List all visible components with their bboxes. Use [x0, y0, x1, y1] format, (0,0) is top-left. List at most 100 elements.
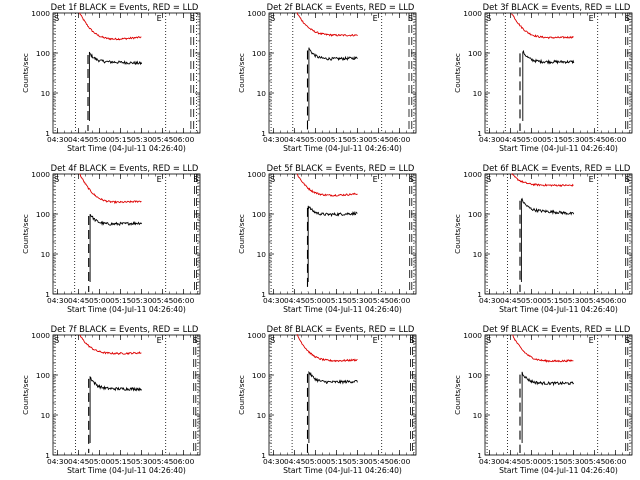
- x-tick-label: 05:15: [110, 296, 132, 305]
- chart-panel-1: Det 1f BLACK = Events, RED = LLD 1 10 100 10…: [21, 2, 201, 153]
- y-tick-label: 1000: [247, 9, 266, 18]
- x-tick-label: 04:45: [284, 457, 306, 466]
- plot-frame: [268, 12, 417, 134]
- marker-label-e: E: [589, 175, 594, 184]
- x-tick-label: 05:15: [110, 457, 132, 466]
- x-tick-label: 05:45: [584, 457, 606, 466]
- marker-label-e: E: [157, 175, 162, 184]
- y-axis-label: Counts/sec: [237, 214, 246, 254]
- x-tick-label: 04:45: [68, 296, 90, 305]
- chart-panel-2: Det 2f BLACK = Events, RED = LLD 1 10 100 10…: [237, 2, 417, 153]
- plot-frame: [52, 173, 201, 295]
- plot-frame: [52, 334, 201, 456]
- x-tick-label: 05:00: [521, 296, 543, 305]
- x-tick-label: 05:00: [521, 135, 543, 144]
- x-tick-label: 05:45: [368, 457, 390, 466]
- y-tick-label: 10: [41, 89, 51, 98]
- y-axis-label: Counts/sec: [21, 214, 30, 254]
- x-tick-label: 06:00: [173, 296, 195, 305]
- series-events-line: [308, 370, 358, 443]
- series-events-line: [307, 205, 358, 282]
- y-tick-label: 1: [45, 290, 50, 299]
- x-tick-label: 05:30: [563, 457, 585, 466]
- marker-label-e: E: [157, 14, 162, 23]
- x-tick-label: 05:15: [326, 296, 348, 305]
- y-axis-label: Counts/sec: [237, 375, 246, 415]
- x-tick-label: 04:45: [500, 457, 522, 466]
- marker-label-s-end: S: [625, 14, 630, 23]
- x-tick-label: 04:30: [47, 457, 69, 466]
- chart-title: Det 4f BLACK = Events, RED = LLD: [51, 163, 199, 173]
- y-tick-label: 100: [468, 49, 482, 58]
- series-events-line: [522, 49, 575, 121]
- x-tick-label: 05:45: [584, 135, 606, 144]
- x-tick-label: 04:30: [47, 135, 69, 144]
- y-tick-label: 1000: [247, 170, 266, 179]
- marker-label-s-end: S: [625, 175, 630, 184]
- marker-label-s-end: S: [409, 336, 414, 345]
- y-tick-label: 100: [36, 49, 50, 58]
- x-tick-label: 04:30: [47, 296, 69, 305]
- x-axis-label: Start Time (04-Jul-11 04:26:40): [67, 305, 186, 314]
- x-tick-label: 06:00: [605, 296, 627, 305]
- x-tick-label: 05:30: [347, 457, 369, 466]
- chart-title: Det 8f BLACK = Events, RED = LLD: [267, 324, 415, 334]
- y-tick-label: 10: [41, 250, 51, 259]
- x-tick-label: 05:15: [542, 457, 564, 466]
- x-tick-label: 05:30: [347, 135, 369, 144]
- chart-panel-5: Det 5f BLACK = Events, RED = LLD 1 10 100 10…: [237, 163, 417, 314]
- chart-panel-9: Det 9f BLACK = Events, RED = LLD 1 10 100 10…: [453, 324, 633, 475]
- y-tick-label: 10: [473, 411, 483, 420]
- y-tick-label: 10: [257, 250, 267, 259]
- x-axis-label: Start Time (04-Jul-11 04:26:40): [283, 144, 402, 153]
- series-lld-line: [79, 173, 142, 205]
- x-tick-label: 04:45: [68, 457, 90, 466]
- y-axis-label: Counts/sec: [453, 375, 462, 415]
- y-tick-label: 1: [45, 451, 50, 460]
- series-lld-line: [511, 13, 574, 40]
- y-tick-label: 1000: [31, 170, 50, 179]
- marker-label-s: S: [486, 14, 491, 23]
- y-tick-label: 100: [252, 49, 266, 58]
- x-tick-label: 05:15: [542, 135, 564, 144]
- plot-frame: [484, 173, 633, 295]
- x-tick-label: 05:15: [542, 296, 564, 305]
- x-tick-label: 04:30: [479, 135, 501, 144]
- x-axis-label: Start Time (04-Jul-11 04:26:40): [283, 305, 402, 314]
- marker-label-s-end: S: [190, 14, 195, 23]
- y-tick-label: 1000: [31, 331, 50, 340]
- marker-label-s: S: [270, 175, 275, 184]
- y-axis-label: Counts/sec: [21, 53, 30, 93]
- marker-label-e: E: [373, 14, 378, 23]
- y-tick-label: 1: [477, 290, 482, 299]
- x-tick-label: 05:00: [305, 135, 327, 144]
- chart-panel-6: Det 6f BLACK = Events, RED = LLD 1 10 100 10…: [453, 163, 633, 314]
- marker-label-e: E: [373, 175, 378, 184]
- x-tick-label: 05:45: [584, 296, 606, 305]
- marker-label-s: S: [486, 175, 491, 184]
- x-tick-label: 06:00: [605, 457, 627, 466]
- plot-frame: [484, 12, 633, 134]
- chart-title: Det 2f BLACK = Events, RED = LLD: [267, 2, 415, 12]
- x-tick-label: 06:00: [173, 135, 195, 144]
- series-lld-line: [296, 334, 358, 363]
- x-tick-label: 06:00: [173, 457, 195, 466]
- x-axis-label: Start Time (04-Jul-11 04:26:40): [67, 144, 186, 153]
- y-tick-label: 1: [261, 290, 266, 299]
- y-tick-label: 1: [477, 129, 482, 138]
- x-tick-label: 05:00: [521, 457, 543, 466]
- marker-label-s-end: S: [193, 336, 198, 345]
- x-tick-label: 04:30: [263, 296, 285, 305]
- x-tick-label: 04:30: [263, 135, 285, 144]
- y-tick-label: 1: [477, 451, 482, 460]
- marker-label-e: E: [589, 14, 594, 23]
- y-tick-label: 10: [257, 411, 267, 420]
- x-tick-label: 05:30: [347, 296, 369, 305]
- marker-label-s: S: [486, 336, 491, 345]
- x-tick-label: 05:00: [89, 296, 111, 305]
- y-tick-label: 100: [252, 371, 266, 380]
- y-tick-label: 10: [257, 89, 267, 98]
- y-tick-label: 1000: [463, 170, 482, 179]
- plot-frame: [52, 12, 201, 134]
